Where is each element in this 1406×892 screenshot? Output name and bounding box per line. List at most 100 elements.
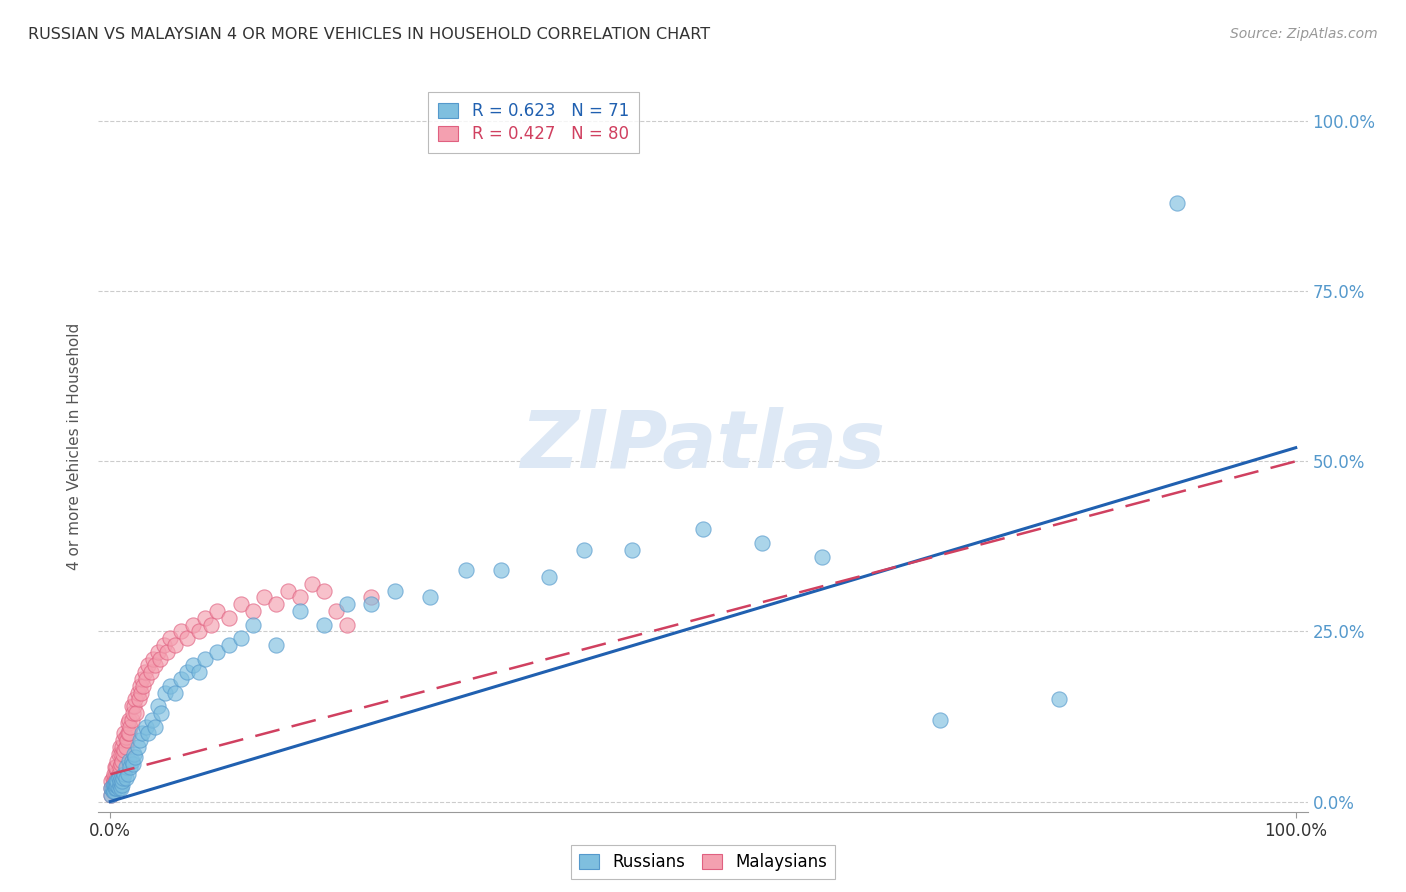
Text: ZIPatlas: ZIPatlas [520,407,886,485]
Point [131,726,153,740]
Point [1047,692,1070,706]
Point [120,760,142,774]
Point [100,788,122,802]
Point [124,750,146,764]
Point [111,774,134,789]
Point [165,686,187,700]
Point [149,651,172,665]
Point [159,631,181,645]
Point [181,658,204,673]
Point [120,720,142,734]
Point [114,726,136,740]
Point [110,757,132,772]
Point [574,542,596,557]
Point [121,713,143,727]
Point [110,747,132,761]
Point [107,747,129,761]
Point [101,780,124,795]
Point [115,733,138,747]
Point [131,672,153,686]
Point [118,754,141,768]
Point [104,780,127,795]
Point [136,658,159,673]
Point [336,597,359,611]
Point [104,760,127,774]
Point [143,658,166,673]
Point [105,774,128,789]
Point [108,777,131,791]
Point [200,617,222,632]
Point [105,774,128,789]
Point [135,672,157,686]
Point [110,771,132,785]
Point [100,774,122,789]
Point [135,720,157,734]
Point [103,777,125,791]
Point [127,740,149,755]
Point [104,777,127,791]
Point [101,784,124,798]
Point [277,583,299,598]
Point [105,760,128,774]
Point [301,576,323,591]
Point [105,754,128,768]
Point [360,597,382,611]
Point [117,726,139,740]
Point [176,631,198,645]
Point [188,624,211,639]
Point [146,699,169,714]
Text: Source: ZipAtlas.com: Source: ZipAtlas.com [1230,27,1378,41]
Point [143,720,166,734]
Point [218,638,240,652]
Point [360,591,382,605]
Point [104,774,127,789]
Point [242,604,264,618]
Point [194,611,217,625]
Point [103,774,125,789]
Point [110,780,132,795]
Point [139,665,162,680]
Point [103,767,125,781]
Point [103,784,125,798]
Point [114,760,136,774]
Point [121,757,143,772]
Point [141,713,163,727]
Point [751,536,773,550]
Point [114,771,136,785]
Point [108,740,131,755]
Point [128,692,150,706]
Point [114,767,136,781]
Point [108,760,131,774]
Point [105,774,128,789]
Point [253,591,276,605]
Point [312,583,335,598]
Point [112,771,135,785]
Point [125,706,148,720]
Point [153,686,176,700]
Point [264,597,287,611]
Point [114,730,136,744]
Point [419,591,441,605]
Point [112,733,135,747]
Point [205,604,228,618]
Point [105,777,128,791]
Point [105,777,128,791]
Point [129,679,152,693]
Point [101,771,124,785]
Point [100,780,122,795]
Point [136,726,159,740]
Point [142,651,165,665]
Point [112,747,135,761]
Point [325,604,347,618]
Point [1166,195,1188,210]
Point [101,777,124,791]
Point [107,780,129,795]
Point [105,777,128,791]
Point [620,542,643,557]
Point [114,740,136,755]
Point [692,522,714,536]
Point [103,780,125,795]
Legend: R = 0.623   N = 71, R = 0.427   N = 80: R = 0.623 N = 71, R = 0.427 N = 80 [429,92,638,153]
Point [188,665,211,680]
Point [537,570,560,584]
